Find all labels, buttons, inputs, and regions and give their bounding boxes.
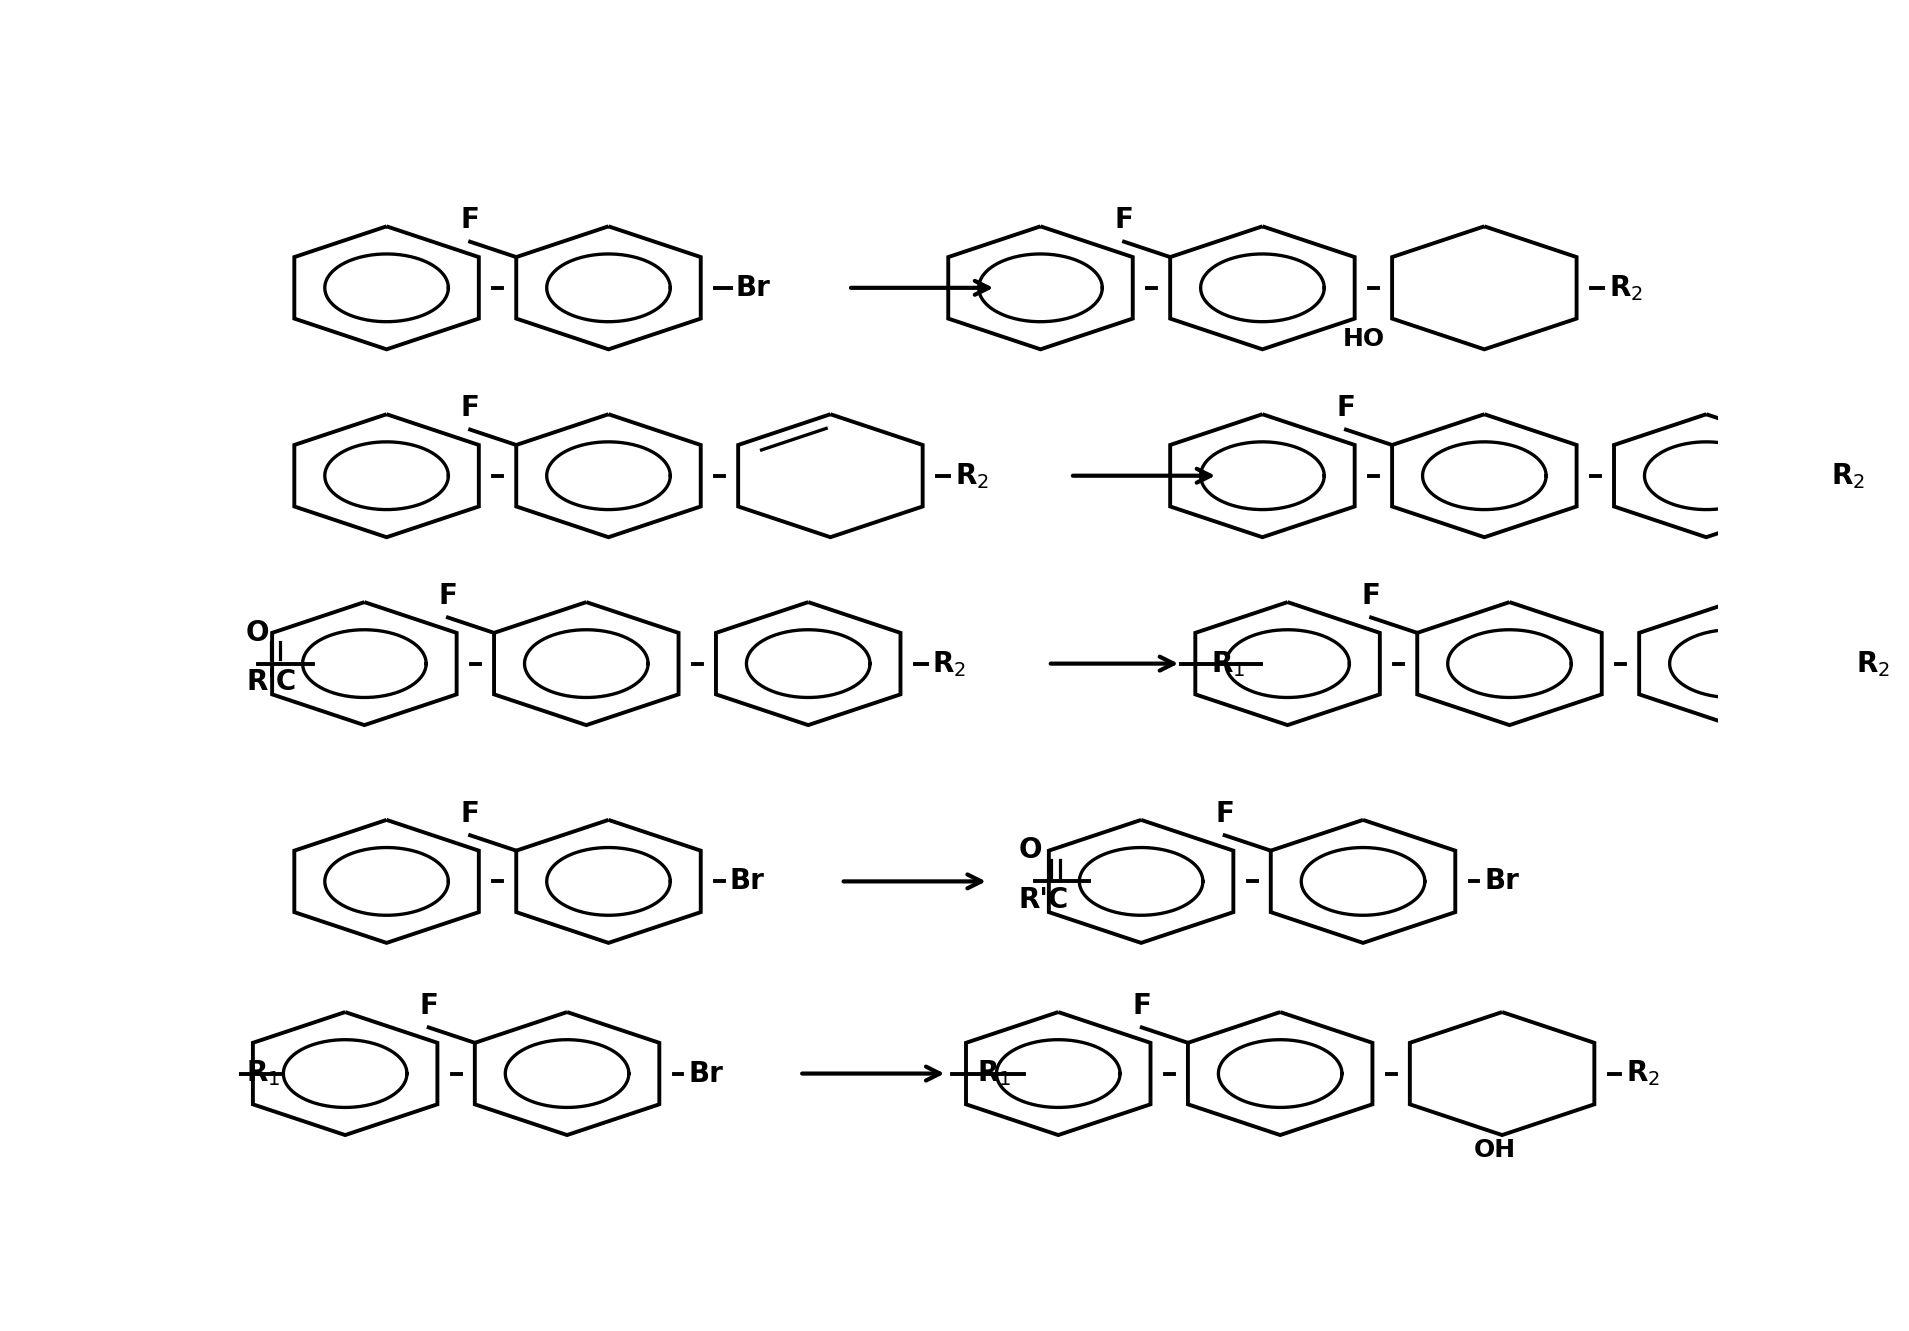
Text: F: F [460, 800, 479, 828]
Text: F: F [460, 206, 479, 234]
Text: Br: Br [689, 1059, 724, 1087]
Text: O: O [246, 619, 269, 647]
Text: F: F [1216, 800, 1233, 828]
Text: F: F [420, 992, 439, 1020]
Text: R'C: R'C [1017, 885, 1069, 913]
Text: Br: Br [1485, 868, 1520, 896]
Text: F: F [1115, 206, 1134, 234]
Text: Br: Br [735, 274, 771, 302]
Text: F: F [439, 582, 458, 610]
Text: R$_1$: R$_1$ [977, 1058, 1012, 1089]
Text: R$_2$: R$_2$ [954, 461, 989, 491]
Text: R$_2$: R$_2$ [932, 648, 966, 679]
Text: R$_2$: R$_2$ [1856, 648, 1890, 679]
Text: R$_2$: R$_2$ [1609, 273, 1642, 302]
Text: F: F [1132, 992, 1151, 1020]
Text: HO: HO [1342, 327, 1384, 351]
Text: OH: OH [1474, 1138, 1516, 1162]
Text: Br: Br [729, 868, 766, 896]
Text: R'C: R'C [246, 668, 296, 696]
Text: R$_1$: R$_1$ [1210, 648, 1245, 679]
Text: F: F [460, 394, 479, 422]
Text: O: O [1017, 836, 1042, 864]
Text: R$_2$: R$_2$ [1626, 1058, 1661, 1089]
Text: F: F [1361, 582, 1380, 610]
Text: R$_1$: R$_1$ [246, 1058, 281, 1089]
Text: F: F [1336, 394, 1355, 422]
Text: R$_2$: R$_2$ [1831, 461, 1865, 491]
